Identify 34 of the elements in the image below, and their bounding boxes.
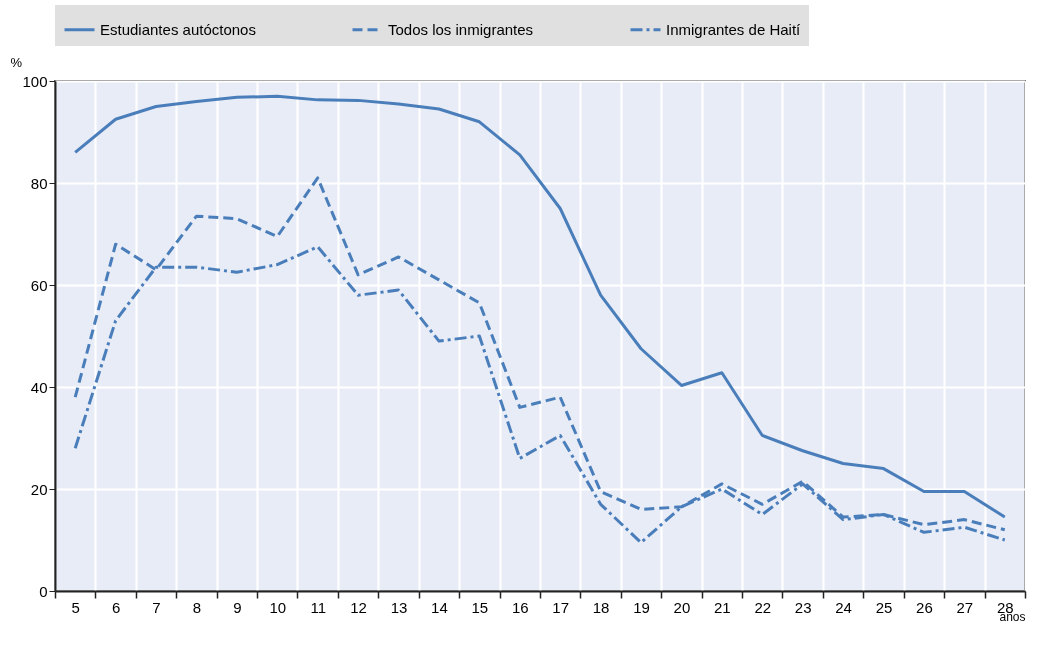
x-tick-label: 19 <box>633 598 650 616</box>
x-tick-label: 17 <box>552 598 570 616</box>
x-tick-label: 18 <box>592 598 610 616</box>
x-tick-label: 9 <box>233 598 242 616</box>
x-tick-label: 5 <box>71 598 80 616</box>
x-tick-label: 12 <box>350 598 367 616</box>
y-tick-label: 100 <box>22 72 48 90</box>
y-axis-title: % <box>10 54 23 70</box>
legend-label: Todos los inmigrantes <box>388 20 534 38</box>
x-tick-label: 24 <box>835 598 852 616</box>
x-tick-label: 10 <box>269 598 287 616</box>
y-tick-label: 0 <box>39 582 48 600</box>
x-tick-label: 6 <box>111 598 121 616</box>
x-tick-label: 16 <box>511 598 529 616</box>
x-tick-label: 14 <box>431 598 448 616</box>
x-tick-label: 7 <box>152 598 161 616</box>
x-tick-label: 8 <box>192 598 202 616</box>
x-tick-label: 27 <box>956 598 974 616</box>
x-tick-label: 23 <box>794 598 812 616</box>
x-tick-label: 20 <box>673 598 691 616</box>
legend-label: Inmigrantes de Haití <box>666 20 802 38</box>
x-tick-label: 25 <box>875 598 893 616</box>
y-tick-label: 20 <box>30 480 48 498</box>
x-tick-label: 11 <box>310 598 326 616</box>
x-tick-label: 15 <box>471 598 489 616</box>
x-tick-label: 26 <box>916 598 933 616</box>
x-tick-label: 21 <box>714 598 731 616</box>
y-tick-label: 40 <box>30 378 48 396</box>
legend-label: Estudiantes autóctonos <box>100 20 256 38</box>
line-series <box>73 94 1007 519</box>
x-tick-label: 13 <box>390 598 408 616</box>
x-tick-label: 22 <box>754 598 772 616</box>
y-tick-label: 80 <box>30 174 48 192</box>
y-tick-label: 60 <box>30 276 48 294</box>
